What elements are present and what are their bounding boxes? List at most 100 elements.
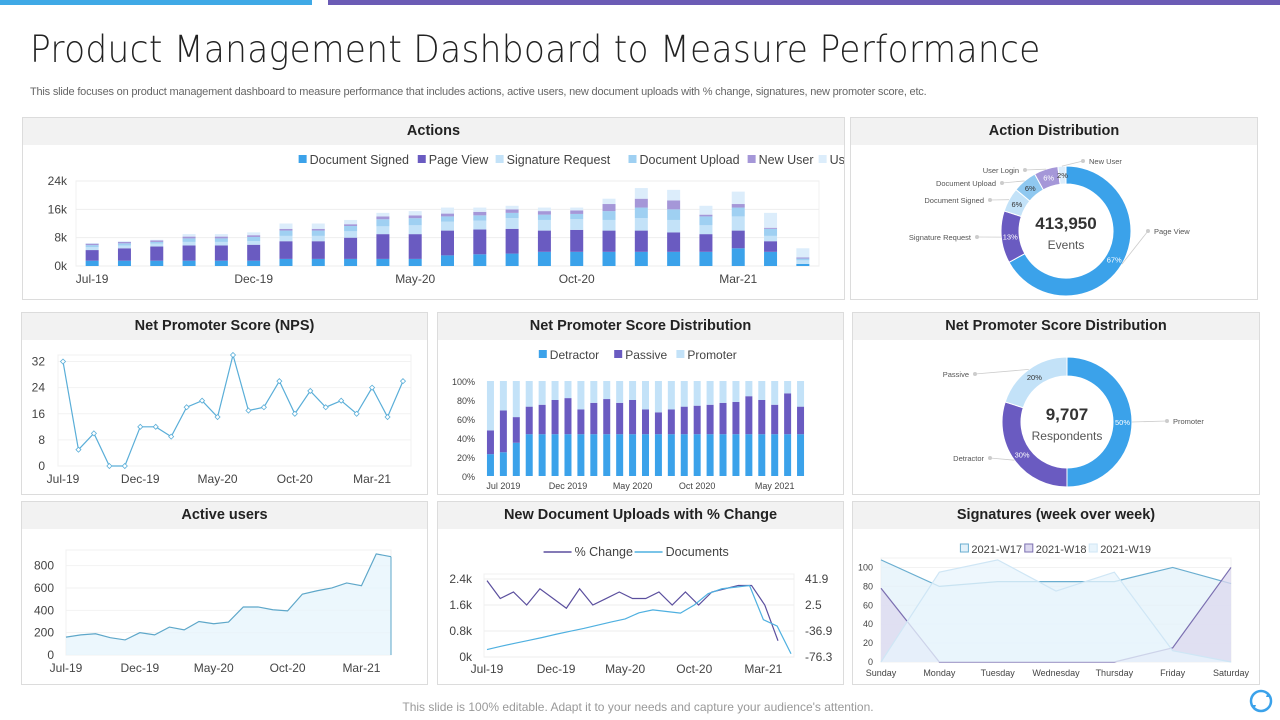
page-title: Product Management Dashboard to Measure …	[30, 28, 1041, 71]
bar-segment	[182, 238, 196, 242]
accent-bar-blue	[0, 0, 312, 5]
legend-label: Document Upload	[640, 153, 740, 167]
slice-name-label: Document Upload	[936, 179, 996, 188]
bar-segment	[150, 241, 164, 244]
y-tick-label: 80%	[457, 396, 475, 406]
legend-item: 2021-W19	[1088, 543, 1151, 556]
bar-segment	[634, 198, 648, 208]
legend-swatch	[298, 155, 307, 163]
accent-bar-purple	[328, 0, 1280, 5]
x-tick-label: Jul-19	[76, 272, 109, 286]
donut-center-value: 9,707	[1046, 405, 1089, 424]
callout-dot	[973, 372, 977, 376]
bar-segment	[117, 243, 131, 246]
bar-segment	[538, 434, 546, 476]
y-tick-label: 0.8k	[449, 624, 473, 638]
bar-segment	[764, 228, 778, 236]
chart-svg: 0 200 400 600 800 Jul-19 Dec-19 May-20 Oct-20 Mar…	[34, 549, 392, 675]
bar-segment	[758, 400, 766, 435]
slice-name-label: Signature Request	[909, 233, 972, 242]
legend-swatch	[614, 350, 623, 358]
legend-item: Passive	[614, 348, 668, 362]
legend-label: Page View	[429, 153, 490, 167]
bar-segment	[537, 230, 551, 252]
bar-segment	[537, 207, 551, 212]
panel-title: Net Promoter Score Distribution	[853, 313, 1259, 340]
donut-slice	[1066, 356, 1133, 488]
bar-segment	[150, 246, 164, 261]
chart-svg: 50% Promoter 30% Detractor 20% Passive 9,707 Re…	[943, 356, 1204, 488]
bar-segment	[344, 225, 358, 232]
legend-label: Signature Request	[507, 153, 611, 167]
bar-segment	[376, 258, 390, 266]
bar-segment	[731, 191, 745, 205]
bar-segment	[408, 218, 422, 226]
bar-segment	[247, 236, 261, 242]
slice-percent-label: 13%	[1003, 232, 1018, 241]
bar-segment	[344, 258, 358, 266]
bar-segment	[745, 434, 753, 476]
bar-segment	[602, 211, 616, 220]
data-point	[106, 462, 113, 470]
bar-segment	[182, 234, 196, 237]
bar-segment	[784, 434, 792, 476]
y-tick-label: 0%	[462, 472, 475, 482]
bar-segment	[603, 381, 611, 400]
donut-center-label: Respondents	[1032, 429, 1103, 443]
bar-segment	[667, 434, 675, 476]
slice-name-label: User Login	[983, 166, 1019, 175]
bar-segment	[642, 409, 649, 435]
bar-segment	[311, 258, 325, 266]
bar-segment	[745, 381, 753, 397]
bar-segment	[634, 188, 648, 199]
y-tick-label: 600	[34, 581, 54, 595]
bar-segment	[680, 381, 688, 407]
bar-segment	[311, 241, 325, 259]
legend-item: Detractor	[538, 348, 599, 362]
bar-segment	[505, 205, 519, 210]
chart-svg: Document Signed Page View Signature Reques…	[48, 153, 844, 286]
bar-segment	[667, 381, 675, 410]
bar-segment	[616, 434, 624, 476]
legend-item: Documents	[634, 545, 729, 559]
x-tick-label: May-20	[194, 661, 234, 675]
bar-segment	[376, 216, 390, 220]
slice-name-label: Page View	[1154, 227, 1190, 236]
bar-segment	[731, 216, 745, 231]
bar-segment	[796, 257, 810, 259]
legend-item: 2021-W18	[1024, 543, 1087, 556]
data-point	[59, 358, 67, 365]
bar-segment	[693, 381, 701, 406]
bar-segment	[784, 381, 792, 394]
bar-segment	[505, 228, 519, 254]
bar-segment	[538, 404, 546, 435]
bar-segment	[570, 229, 584, 252]
bar-segment	[85, 247, 99, 251]
x-tick-label: May 2021	[755, 481, 795, 491]
bar-segment	[499, 410, 507, 453]
bar-segment	[731, 207, 745, 217]
bar-segment	[408, 258, 422, 266]
series-line	[880, 559, 1232, 663]
nps-panel: Net Promoter Score (NPS) 0 8 16 24 32 Jul-19 De…	[21, 312, 428, 495]
bar-segment	[117, 248, 131, 261]
bar-segment	[214, 245, 228, 261]
y-tick-label: 2.4k	[449, 572, 473, 586]
bar-segment	[706, 404, 714, 435]
bar-segment	[693, 405, 701, 435]
legend-swatch	[747, 155, 756, 163]
active-users-panel: Active users 0 200 400 600 800 Jul-19 Dec-19 May…	[21, 501, 428, 685]
bar-segment	[376, 212, 390, 217]
panel-title: Actions	[23, 118, 844, 145]
donut-slice	[1004, 356, 1068, 409]
bar-segment	[796, 260, 810, 264]
x-tick-label: Dec-19	[121, 661, 160, 675]
panel-title: Net Promoter Score (NPS)	[22, 313, 427, 340]
legend-label: 2021-W19	[1100, 544, 1151, 556]
legend-item: New User	[747, 153, 814, 167]
bar-segment	[117, 260, 131, 266]
y2-tick-label: -36.9	[805, 624, 833, 638]
legend-label: 2021-W18	[1036, 544, 1087, 556]
slice-percent-label: 30%	[1015, 451, 1030, 460]
legend-label: User Login	[830, 153, 844, 167]
